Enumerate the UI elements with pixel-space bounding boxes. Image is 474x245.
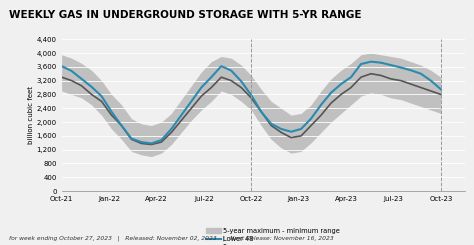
Legend: 5-year maximum - minimum range, Lower 48, 5-year average: 5-year maximum - minimum range, Lower 48… <box>206 228 340 245</box>
Text: for week ending October 27, 2023   |   Released: November 02, 2023   |   Next Re: for week ending October 27, 2023 | Relea… <box>9 236 334 241</box>
Text: WEEKLY GAS IN UNDERGROUND STORAGE WITH 5-YR RANGE: WEEKLY GAS IN UNDERGROUND STORAGE WITH 5… <box>9 10 362 20</box>
Y-axis label: billion cubic feet: billion cubic feet <box>28 86 34 144</box>
